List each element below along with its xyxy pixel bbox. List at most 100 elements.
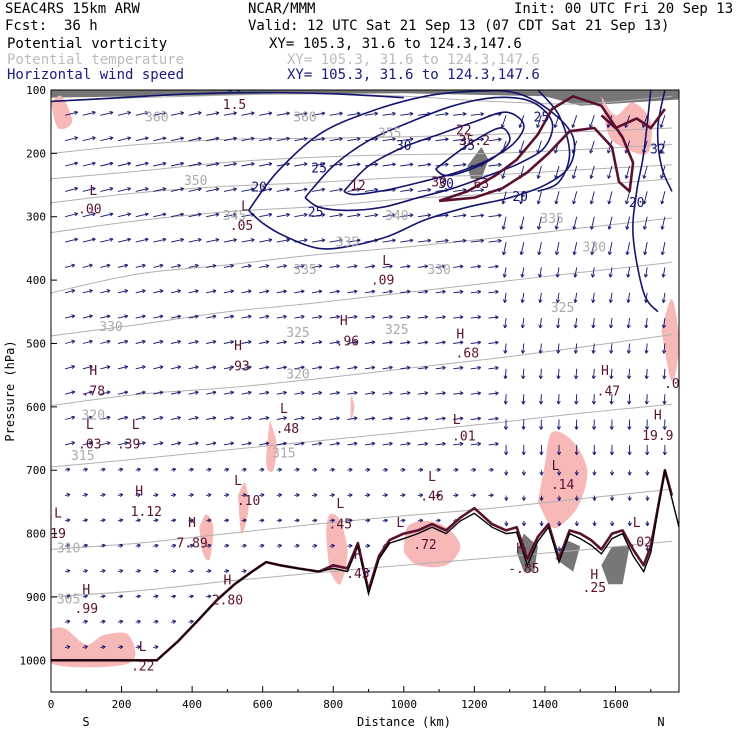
extremum-label-2: L xyxy=(241,199,249,214)
wind-vector-641 xyxy=(661,318,667,329)
wind-vector-377 xyxy=(400,111,414,116)
wind-vector-459 xyxy=(470,467,477,472)
extremum-label-10: H xyxy=(89,364,97,379)
wind-vector-201 xyxy=(223,289,234,294)
wind-vector-639 xyxy=(661,267,666,278)
wind-vector-419 xyxy=(435,315,446,320)
wind-vector-225 xyxy=(241,416,252,421)
wind-vector-137 xyxy=(170,237,184,243)
wind-vector-508 xyxy=(521,470,526,476)
wind-vector-234 xyxy=(259,162,273,167)
forecast-label: Fcst: xyxy=(5,18,48,34)
wind-vector-91 xyxy=(135,187,149,192)
theta-contour-305 xyxy=(51,540,672,598)
wind-vector-180 xyxy=(206,263,217,269)
x-tick-label-1000: 1000 xyxy=(391,698,418,711)
wind-vector-227 xyxy=(241,467,247,472)
wind-vector-588 xyxy=(608,292,613,303)
wind-vector-293 xyxy=(312,289,323,294)
extremum-label-14: H xyxy=(601,364,609,379)
wind-vector-437 xyxy=(453,340,464,345)
wind-vector-396 xyxy=(417,162,432,167)
wind-vector-528 xyxy=(539,520,544,527)
extremum-label-1: .00 xyxy=(78,203,101,218)
wind-vector-100 xyxy=(135,415,146,420)
wind-vector-405 xyxy=(417,391,429,396)
wind-vector-417 xyxy=(435,264,446,269)
extremum-label-21: .39 xyxy=(117,438,140,453)
wind-vector-457 xyxy=(470,416,482,421)
wind-vector-507 xyxy=(521,444,526,456)
wind-vector-276 xyxy=(294,314,305,319)
wind-vector-221 xyxy=(241,314,252,319)
field-name-theta: Potential temperature xyxy=(7,52,185,68)
extremum-label-9: .93 xyxy=(226,360,249,375)
wind-vector-23 xyxy=(82,136,96,142)
wind-vector-202 xyxy=(223,314,234,319)
wind-vector-504 xyxy=(521,368,526,380)
wind-vector-248 xyxy=(259,518,265,523)
wind-vector-74 xyxy=(117,314,129,319)
extremum-label-36: L xyxy=(54,507,62,522)
extremum-label-16: L xyxy=(280,402,288,417)
wind-vector-196 xyxy=(223,161,237,167)
extremum-label-28: L xyxy=(234,474,242,489)
pv-fill-region-10 xyxy=(350,394,355,420)
wind-vector-19 xyxy=(64,594,71,599)
wind-vector-131 xyxy=(153,645,159,650)
wind-vector-312 xyxy=(329,314,340,319)
wind-vector-601 xyxy=(625,191,631,205)
wind-speed-contour-2 xyxy=(343,111,525,196)
wind-vector-148 xyxy=(170,518,177,523)
wind-vector-403 xyxy=(417,340,429,345)
wind-vector-128 xyxy=(153,569,159,574)
y-tick-label-100: 100 xyxy=(26,84,46,97)
wind-vector-579 xyxy=(592,495,597,501)
wind-vector-552 xyxy=(572,242,578,256)
wind-vector-150 xyxy=(170,569,177,574)
wind-vector-568 xyxy=(589,216,595,230)
wind-vector-436 xyxy=(453,315,464,320)
wind-vector-13 xyxy=(64,441,76,446)
wind-vector-66 xyxy=(117,110,132,116)
wind-vector-438 xyxy=(453,365,464,370)
wind-vector-106 xyxy=(135,569,141,574)
wind-vector-336 xyxy=(347,467,353,472)
wind-vector-609 xyxy=(627,394,632,405)
wind-vector-283 xyxy=(294,493,300,498)
wind-speed-label-7: 20 xyxy=(512,190,528,205)
wind-speed-label-10: 32 xyxy=(650,142,666,157)
wind-vector-363 xyxy=(382,213,396,218)
theta-label-11: 330 xyxy=(99,320,122,335)
wind-vector-300 xyxy=(312,467,318,472)
wind-vector-407 xyxy=(417,441,429,446)
wind-vector-186 xyxy=(206,416,217,421)
wind-vector-597 xyxy=(610,520,615,527)
wind-vector-543 xyxy=(557,470,562,476)
wind-vector-307 xyxy=(329,187,343,192)
wind-vector-585 xyxy=(607,216,613,230)
wind-vector-191 xyxy=(206,543,212,548)
wind-vector-247 xyxy=(259,493,265,498)
wind-vector-152 xyxy=(170,619,177,624)
wind-vector-569 xyxy=(590,242,595,256)
wind-vector-521 xyxy=(538,343,543,354)
plot-frame xyxy=(50,89,680,693)
wind-vector-463 xyxy=(488,162,502,167)
wind-vector-520 xyxy=(538,318,543,329)
wind-vector-146 xyxy=(170,467,177,472)
wind-vector-85 xyxy=(117,594,124,599)
wind-vector-554 xyxy=(573,292,578,303)
wind-vector-469 xyxy=(488,315,499,320)
wind-vector-277 xyxy=(294,340,305,345)
wind-vector-486 xyxy=(503,343,508,354)
theta-contour-310 xyxy=(51,488,672,550)
wind-vector-62 xyxy=(100,569,106,574)
wind-vector-335 xyxy=(347,441,358,446)
wind-vector-468 xyxy=(488,289,499,294)
extremum-label-31: .14 xyxy=(551,478,575,493)
wind-vector-492 xyxy=(504,495,509,501)
wind-vector-425 xyxy=(435,467,441,472)
theta-label-1: 360 xyxy=(293,111,316,126)
y-axis-label: Pressure (hPa) xyxy=(3,340,17,441)
